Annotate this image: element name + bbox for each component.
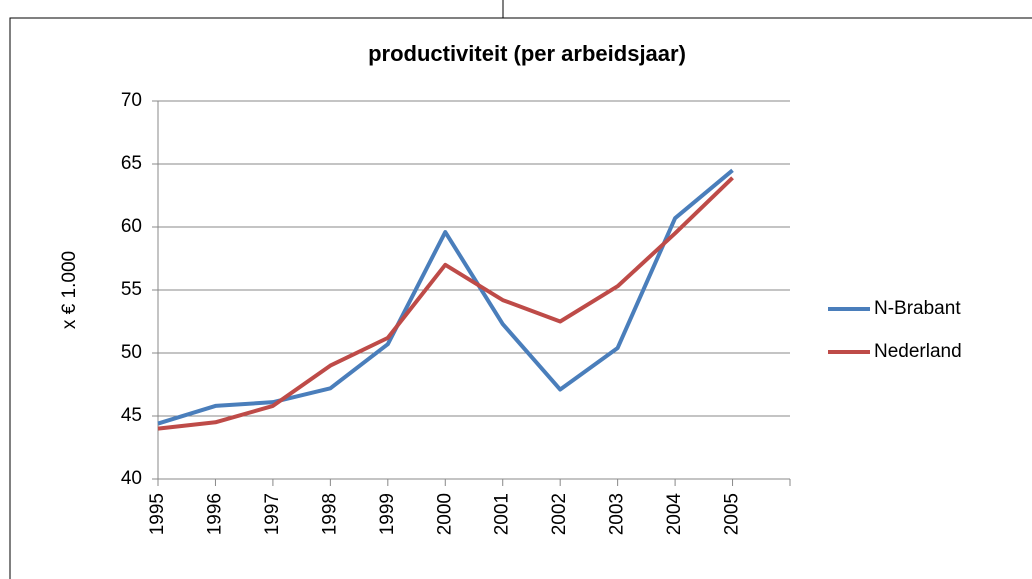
x-tick-label: 1995	[147, 493, 168, 535]
x-tick-label: 2002	[549, 493, 570, 535]
x-tick-label: 1998	[319, 493, 340, 535]
x-tick-label: 2003	[607, 493, 628, 535]
y-tick-label: 50	[121, 342, 142, 363]
x-tick-label: 2005	[722, 493, 743, 535]
chart-frame	[9, 17, 1032, 579]
series-line	[157, 176, 734, 431]
legend-label: Nederland	[874, 341, 962, 362]
y-tick-label: 40	[121, 468, 142, 489]
series-line	[157, 168, 734, 426]
y-tick-label: 45	[121, 405, 142, 426]
y-tick-label: 55	[121, 279, 142, 300]
y-axis-label: x € 1.000	[59, 251, 80, 329]
x-tick-label: 1996	[204, 493, 225, 535]
x-tick-label: 1999	[377, 493, 398, 535]
legend-label: N-Brabant	[874, 298, 961, 319]
x-tick-label: 2004	[664, 493, 685, 536]
y-tick-label: 70	[121, 90, 142, 111]
x-tick-label: 1997	[262, 493, 283, 535]
chart-title: productiviteit (per arbeidsjaar)	[368, 41, 686, 66]
y-tick-label: 60	[121, 216, 142, 237]
x-tick-label: 2001	[492, 493, 513, 535]
x-tick-label: 2000	[434, 493, 455, 535]
y-tick-label: 65	[121, 153, 142, 174]
